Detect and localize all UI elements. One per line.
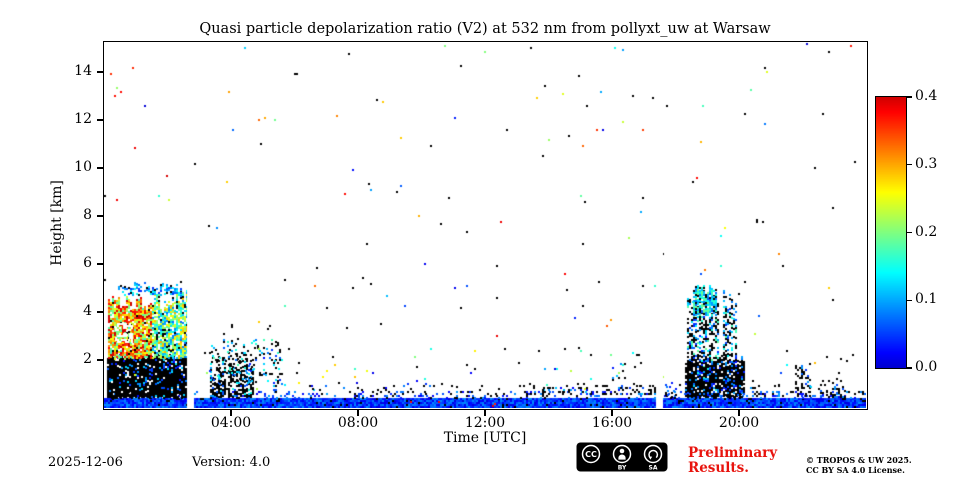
x-tick (230, 409, 232, 416)
colorbar-tick (907, 367, 912, 369)
y-tick-label: 10 (74, 159, 92, 175)
by-person-head-icon (619, 448, 625, 454)
colorbar-tick-label: 0.4 (915, 88, 938, 104)
heatmap-canvas (104, 42, 866, 408)
y-tick-label: 14 (74, 63, 92, 79)
y-tick (96, 71, 103, 73)
preliminary-line2: Results. (688, 460, 749, 476)
by-person-body-icon (618, 454, 626, 460)
colorbar-canvas (876, 97, 906, 368)
colorbar-tick (907, 299, 912, 301)
y-tick-label: 12 (74, 111, 92, 127)
x-tick (484, 409, 486, 416)
y-tick (96, 119, 103, 121)
x-tick-label: 12:00 (464, 415, 506, 431)
x-tick-label: 08:00 (337, 415, 379, 431)
preliminary-note: Preliminary Results. (688, 446, 777, 476)
y-tick (96, 263, 103, 265)
y-tick-label: 8 (83, 207, 92, 223)
sa-label: SA (649, 465, 658, 472)
cc-icon (581, 444, 601, 464)
x-axis-label: Time [UTC] (443, 430, 527, 446)
colorbar-tick (907, 96, 912, 98)
y-tick-label: 2 (83, 351, 92, 367)
colorbar-tick (907, 164, 912, 166)
y-tick-label: 6 (83, 255, 92, 271)
license-note: © TROPOS & UW 2025. CC BY SA 4.0 License… (806, 455, 912, 475)
y-tick (96, 311, 103, 313)
colorbar-tick-label: 0.1 (915, 291, 938, 308)
y-tick (96, 359, 103, 361)
by-person-icon (612, 444, 632, 464)
x-tick-label: 20:00 (718, 415, 760, 431)
license-line1: © TROPOS & UW 2025. (806, 455, 912, 465)
cc-by-sa-badge: CC BY SA (576, 442, 668, 472)
cc-icon-label: CC (585, 450, 597, 459)
colorbar-tick-label: 0.2 (915, 223, 938, 240)
footer-version: Version: 4.0 (192, 455, 271, 470)
chart-title: Quasi particle depolarization ratio (V2)… (199, 21, 771, 37)
x-tick (611, 409, 613, 416)
license-line2: CC BY SA 4.0 License. (806, 465, 905, 475)
y-tick (96, 167, 103, 169)
preliminary-line1: Preliminary (688, 445, 778, 461)
y-tick (96, 215, 103, 217)
x-tick-label: 16:00 (591, 415, 633, 431)
sa-arrow-icon (643, 444, 663, 464)
sa-arrow-arc-icon (648, 449, 659, 459)
y-tick-label: 4 (83, 303, 92, 319)
x-tick (738, 409, 740, 416)
footer-date: 2025-12-06 (48, 455, 123, 470)
colorbar-tick (907, 231, 912, 234)
colorbar-tick-label: 0.3 (915, 155, 938, 172)
x-tick-label: 04:00 (210, 415, 252, 431)
x-tick (357, 409, 359, 416)
colorbar-tick-label: 0.0 (915, 359, 938, 375)
sa-arrowhead-icon (648, 456, 653, 460)
by-label: BY (618, 465, 627, 472)
